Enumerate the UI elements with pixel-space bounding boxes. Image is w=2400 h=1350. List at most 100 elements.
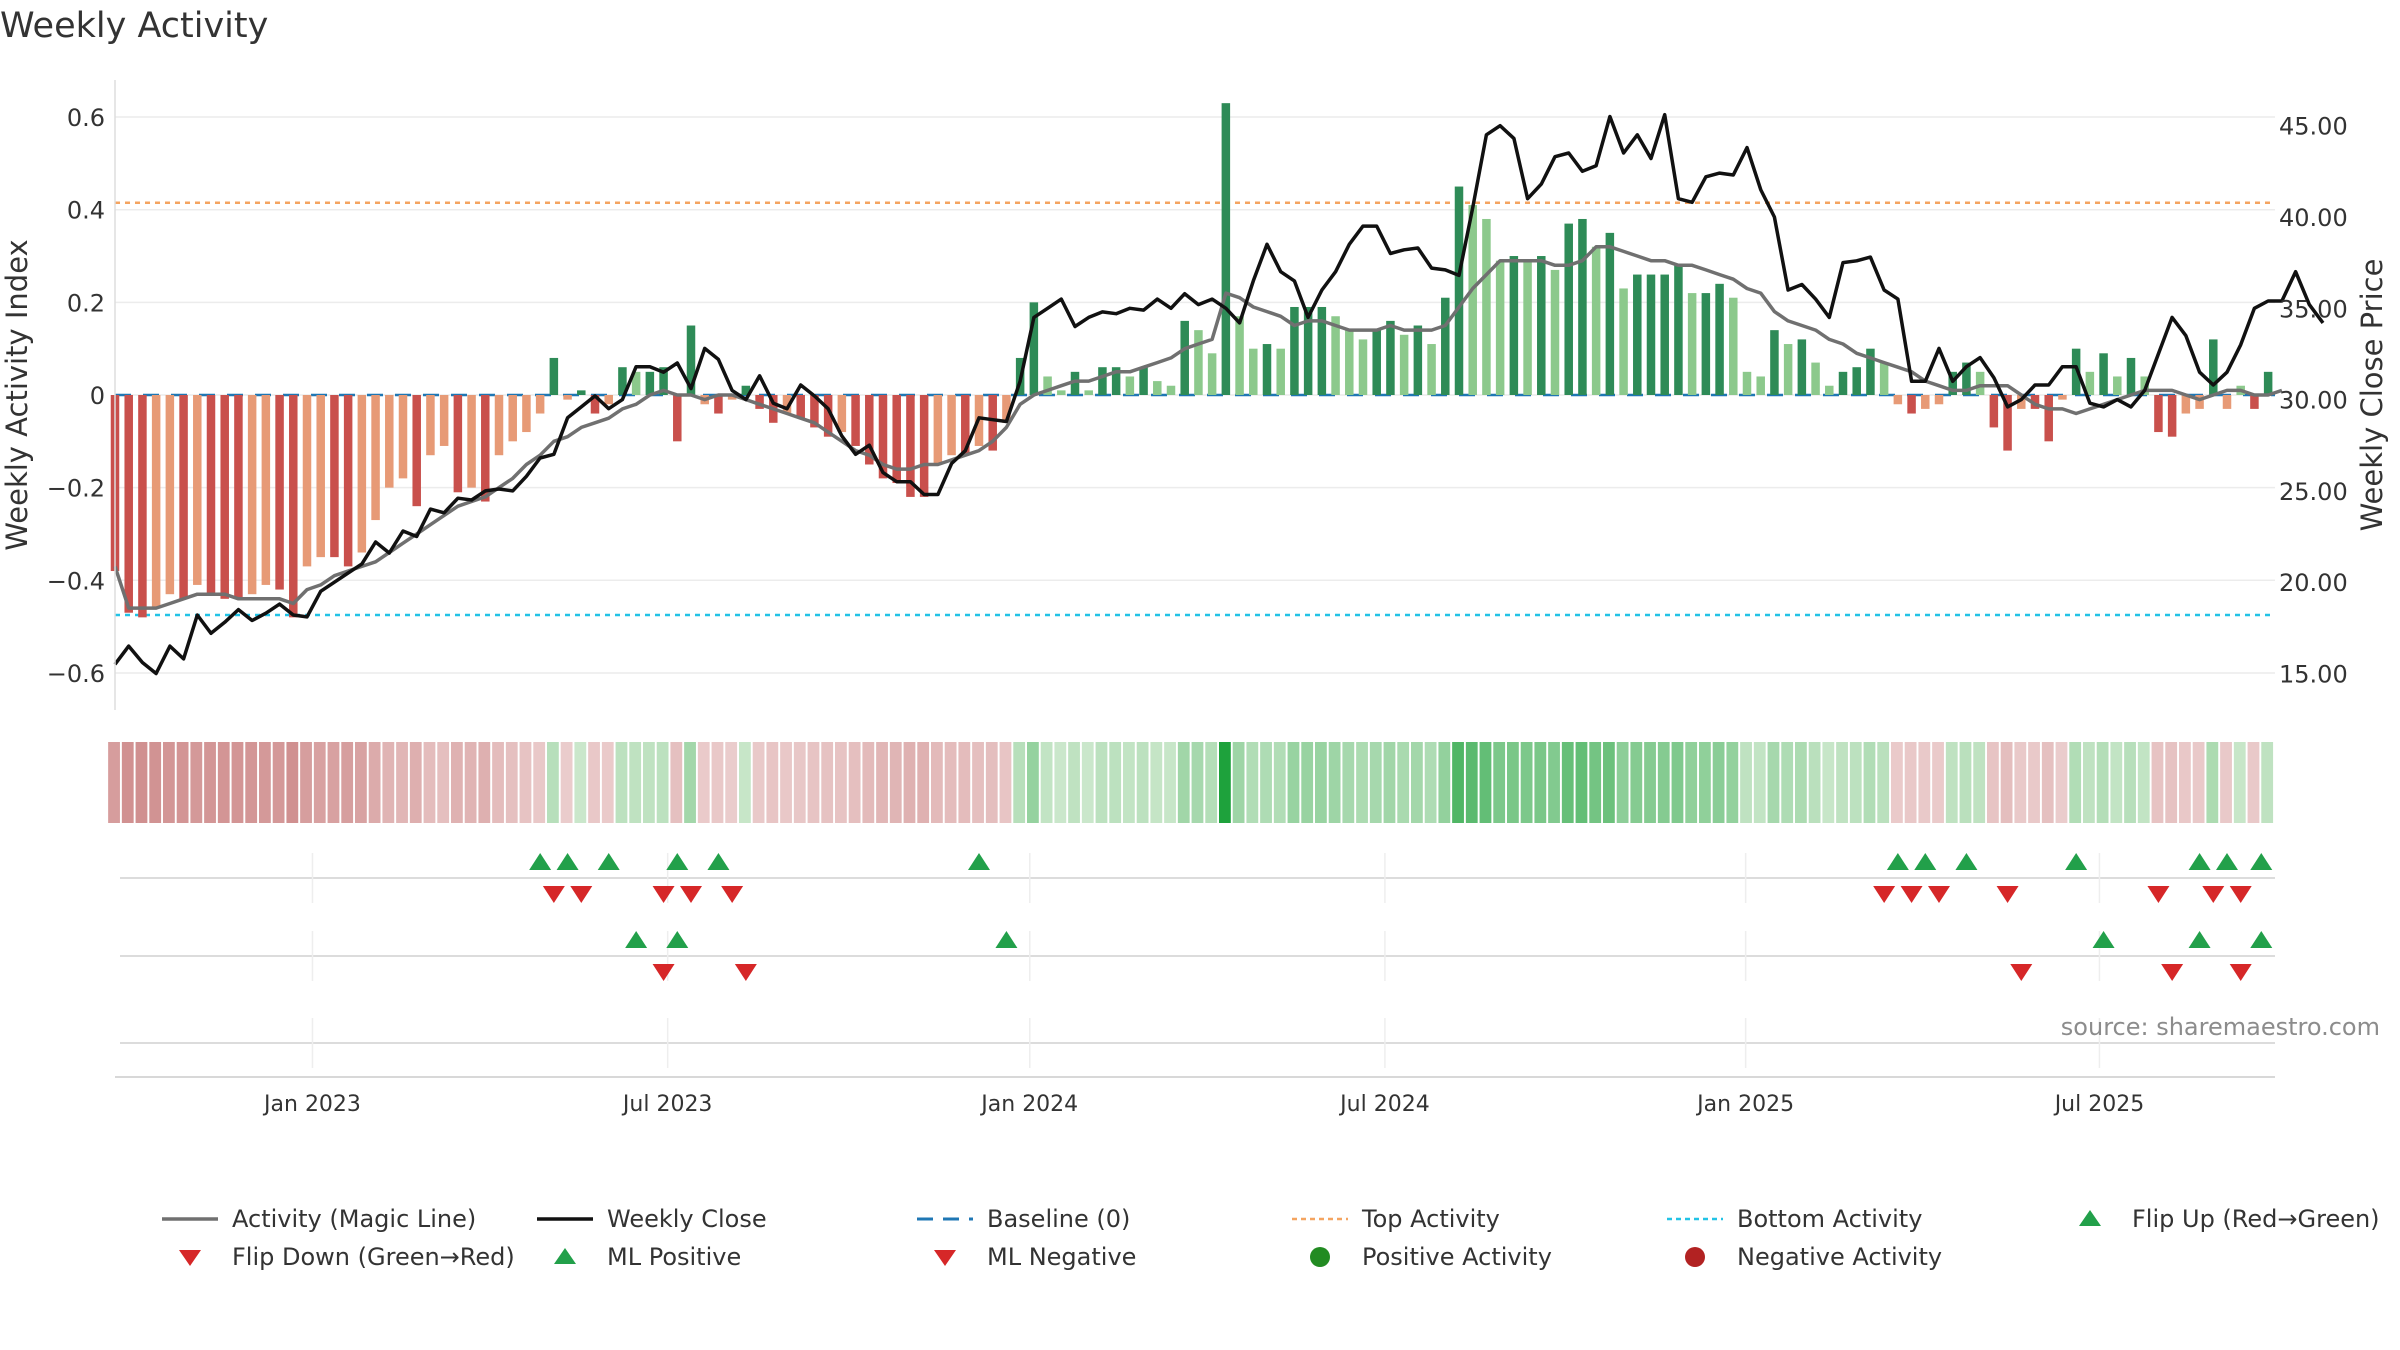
heat-cell xyxy=(972,742,984,823)
heat-cell xyxy=(1164,742,1176,823)
activity-bar xyxy=(247,395,257,595)
activity-bar xyxy=(1783,344,1793,395)
heat-cell xyxy=(519,742,532,823)
activity-bar xyxy=(2030,395,2040,409)
activity-bar xyxy=(426,395,435,456)
y-tick-label: 0.4 xyxy=(67,197,105,225)
heat-cell xyxy=(697,742,710,823)
heat-cell xyxy=(1040,742,1053,823)
activity-bar xyxy=(2058,395,2067,400)
activity-bar xyxy=(1495,260,1505,395)
activity-bar xyxy=(1660,274,1669,395)
flip-up-marker xyxy=(968,853,990,870)
activity-bar xyxy=(618,367,627,395)
activity-bar xyxy=(577,390,586,395)
activity-bar xyxy=(2113,376,2122,395)
heat-cell xyxy=(1904,742,1917,823)
activity-bar xyxy=(1948,371,1957,395)
y-axis-title: Weekly Activity Index xyxy=(0,239,34,550)
heat-cell xyxy=(780,742,792,823)
activity-bar xyxy=(1893,395,1903,405)
heat-cell xyxy=(1932,742,1944,823)
activity-bar xyxy=(2126,357,2136,395)
reference-lines xyxy=(115,201,2275,617)
activity-bars xyxy=(110,103,2273,618)
y-tick-label: 0.6 xyxy=(67,104,105,132)
heat-cell xyxy=(615,742,628,823)
heat-cell xyxy=(1753,742,1766,823)
activity-bar xyxy=(1866,348,1875,395)
activity-bar xyxy=(165,395,175,595)
activity-bar xyxy=(919,395,929,497)
activity-bar xyxy=(810,395,819,428)
activity-bar xyxy=(179,395,188,599)
top-legend-icon xyxy=(1292,1217,1348,1221)
activity-bar xyxy=(289,395,298,618)
activity-bar xyxy=(686,325,696,395)
activity-bar xyxy=(2154,395,2163,433)
pospoint-legend-icon xyxy=(1310,1247,1330,1267)
activity-bar xyxy=(1372,330,1381,395)
heat-cell xyxy=(1795,742,1807,823)
heat-cell xyxy=(409,742,422,823)
heat-cell xyxy=(1383,742,1396,823)
heat-cell xyxy=(176,742,189,823)
y-tick-label: −0.6 xyxy=(47,660,105,688)
heat-cell xyxy=(2055,742,2068,823)
source-note: source: sharemaestro.com xyxy=(2060,1013,2380,1041)
axes-layer: −0.6 −0.4 −0.2 0 0.2 0.4 0.6 15.00 20.00 25.00 30.… xyxy=(0,80,2389,710)
heat-cell xyxy=(272,742,285,823)
heat-cell xyxy=(1918,742,1931,823)
x-axis: Jan 2023 Jul 2023 Jan 2024 Jul 2024 Jan 2025… xyxy=(115,1076,2275,1117)
activity-bar xyxy=(851,395,860,446)
flip-up-marker xyxy=(707,853,730,870)
activity-bar xyxy=(1057,390,1066,395)
activity-bar xyxy=(508,395,517,442)
flip-up-marker xyxy=(995,931,1018,948)
heat-cell xyxy=(451,742,463,823)
heat-cell xyxy=(464,742,477,823)
activity-bar xyxy=(124,395,133,613)
heat-cell xyxy=(286,742,299,823)
legend-label: Negative Activity xyxy=(1737,1243,1943,1271)
heat-cell xyxy=(1520,742,1533,823)
activity-bar xyxy=(988,395,997,451)
activity-bar xyxy=(1454,186,1464,395)
heat-cell xyxy=(1109,742,1122,823)
activity-bar xyxy=(1098,367,1107,395)
flip-up-marker xyxy=(1955,853,1978,870)
chart-canvas: −0.6 −0.4 −0.2 0 0.2 0.4 0.6 15.00 20.00 25.00 30.… xyxy=(0,80,2389,1117)
activity-bar xyxy=(727,395,737,400)
heat-cell xyxy=(1479,742,1492,823)
heat-cell xyxy=(1973,742,1986,823)
activity-bar xyxy=(837,395,847,433)
heat-cell xyxy=(670,742,683,823)
flip-up-marker xyxy=(1914,853,1937,870)
heat-cell xyxy=(889,742,902,823)
activity-bar xyxy=(892,395,901,484)
activity-bar xyxy=(1345,330,1354,395)
y-tick-label: 0 xyxy=(90,382,105,410)
mlpos-legend-icon xyxy=(554,1248,576,1264)
activity-bar xyxy=(1139,367,1148,395)
activity-bar xyxy=(1825,385,1834,395)
activity-bar xyxy=(823,395,833,437)
heat-cell xyxy=(807,742,820,823)
activity-bar xyxy=(1111,367,1121,395)
activity-bar xyxy=(1043,376,1052,395)
negpoint-legend-icon xyxy=(1685,1247,1705,1267)
mlneg-legend-icon xyxy=(934,1250,956,1266)
activity-bar xyxy=(2250,395,2259,409)
heat-cell xyxy=(876,742,888,823)
flip-up-marker xyxy=(2065,853,2088,870)
activity-bar xyxy=(1770,330,1779,395)
legend-label: Weekly Close xyxy=(607,1205,767,1233)
magic-line xyxy=(113,245,2283,610)
heat-cell xyxy=(1328,742,1341,823)
activity-bar xyxy=(1427,344,1436,395)
flip-up-marker xyxy=(666,853,689,870)
flip-down-marker xyxy=(652,886,675,903)
activity-bar xyxy=(673,395,682,442)
activity-bar xyxy=(1729,297,1738,395)
activity-bar xyxy=(2017,395,2026,409)
